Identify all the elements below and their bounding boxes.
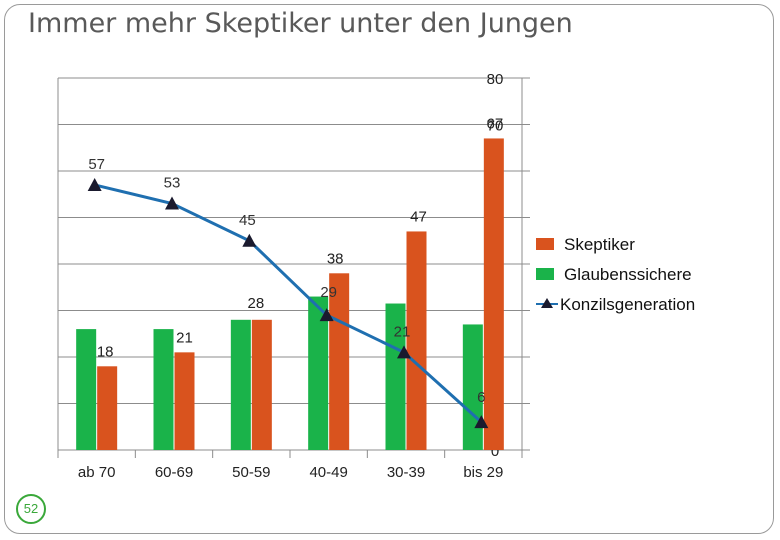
- x-category-label: 60-69: [155, 464, 193, 481]
- konzilsgeneration-data-label: 6: [477, 389, 485, 406]
- skeptiker-bar: [251, 319, 272, 450]
- skeptiker-data-label: 18: [97, 343, 114, 360]
- x-category-label: 40-49: [309, 464, 347, 481]
- legend-label-glaubenssichere: Glaubenssichere: [564, 265, 692, 284]
- konzilsgeneration-data-label: 53: [164, 175, 181, 192]
- skeptiker-data-label: 47: [410, 208, 427, 225]
- legend-swatch-skeptiker: [536, 238, 554, 250]
- y-tick-label: 70: [487, 118, 504, 135]
- skeptiker-data-label: 21: [176, 329, 193, 346]
- konzilsgeneration-marker: [165, 196, 179, 210]
- skeptiker-bar: [483, 138, 504, 450]
- konzilsgeneration-marker: [397, 345, 411, 359]
- skeptiker-data-label: 67: [486, 115, 503, 132]
- konzilsgeneration-line: [94, 183, 483, 424]
- x-category-label: 30-39: [387, 464, 425, 481]
- glaubenssichere-bar: [385, 303, 406, 450]
- skeptiker-data-label: 38: [327, 250, 344, 267]
- konzilsgeneration-marker: [474, 415, 489, 429]
- glaubenssichere-bar: [76, 329, 97, 450]
- konzilsgeneration-data-label: 57: [88, 156, 105, 173]
- slide-title: Immer mehr Skeptiker unter den Jungen: [28, 8, 573, 39]
- glaubenssichere-bar: [308, 296, 329, 450]
- x-category-label: ab 70: [78, 464, 116, 481]
- konzilsgeneration-marker: [87, 177, 102, 191]
- konzilsgeneration-marker: [242, 233, 257, 247]
- legend-marker-konzilsgeneration: [541, 298, 553, 308]
- legend-label-konzilsgeneration: Konzilsgeneration: [560, 295, 695, 314]
- glaubenssichere-bar: [230, 319, 251, 450]
- skeptiker-bar: [97, 366, 118, 450]
- x-category-label: bis 29: [463, 464, 503, 481]
- legend-label-skeptiker: Skeptiker: [564, 235, 635, 254]
- slide-frame: [4, 4, 774, 534]
- konzilsgeneration-marker: [319, 308, 334, 322]
- konzilsgeneration-data-label: 29: [320, 284, 337, 301]
- x-category-label: 50-59: [232, 464, 270, 481]
- y-tick-label: 80: [487, 71, 504, 88]
- slide-number-badge: 52: [16, 494, 46, 524]
- skeptiker-bar: [406, 231, 427, 450]
- skeptiker-bar: [174, 352, 195, 450]
- skeptiker-data-label: 28: [247, 295, 264, 312]
- glaubenssichere-bar: [153, 329, 174, 450]
- konzilsgeneration-data-label: 21: [394, 323, 411, 340]
- legend-swatch-glaubenssichere: [536, 268, 554, 280]
- y-tick-label: 0: [491, 443, 499, 460]
- glaubenssichere-bar: [462, 324, 483, 450]
- konzilsgeneration-data-label: 45: [239, 212, 256, 229]
